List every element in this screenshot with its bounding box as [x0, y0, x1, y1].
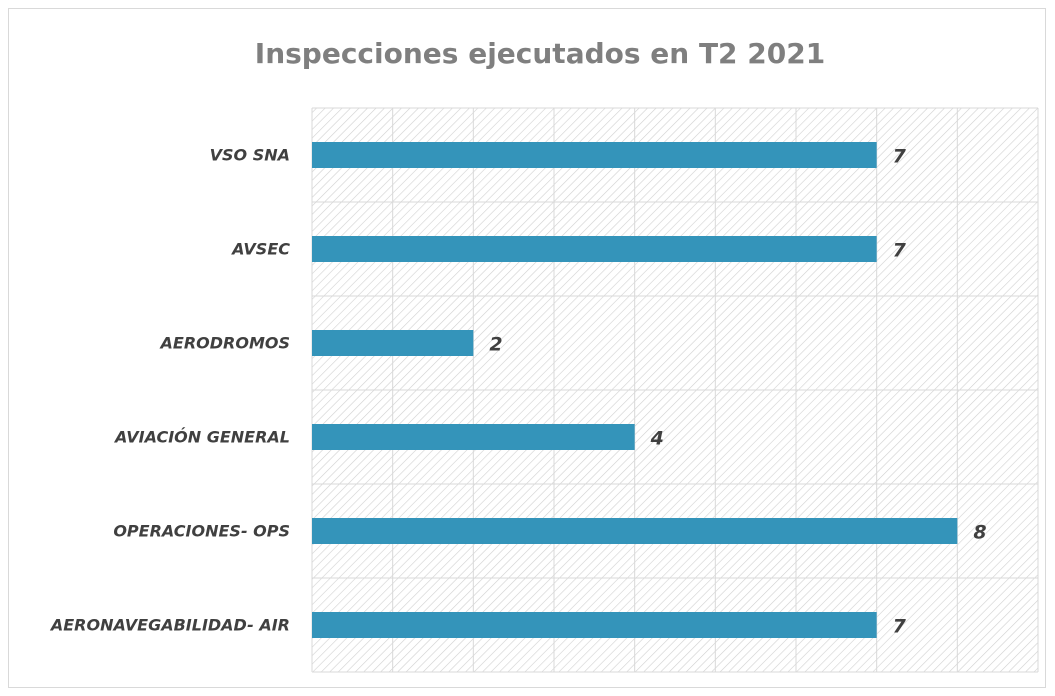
data-label: 8: [973, 522, 986, 544]
data-label: 4: [650, 428, 664, 450]
data-label: 7: [893, 146, 907, 168]
bar: [312, 612, 877, 638]
bar: [312, 330, 474, 356]
y-tick-label: AERONAVEGABILIDAD- AIR: [49, 616, 290, 635]
chart-title: Inspecciones ejecutados en T2 2021: [255, 37, 825, 70]
y-tick-label: AVIACIÓN GENERAL: [113, 428, 290, 447]
bar: [312, 424, 635, 450]
y-tick-label: AERODROMOS: [159, 334, 290, 353]
y-tick-label: VSO SNA: [210, 146, 290, 165]
bar: [312, 236, 877, 262]
data-label: 7: [893, 240, 907, 262]
data-label: 2: [489, 334, 502, 356]
data-label: 7: [893, 616, 907, 638]
bar: [312, 518, 958, 544]
y-tick-label: OPERACIONES- OPS: [113, 522, 290, 541]
y-tick-label: AVSEC: [230, 240, 290, 259]
bar: [312, 142, 877, 168]
